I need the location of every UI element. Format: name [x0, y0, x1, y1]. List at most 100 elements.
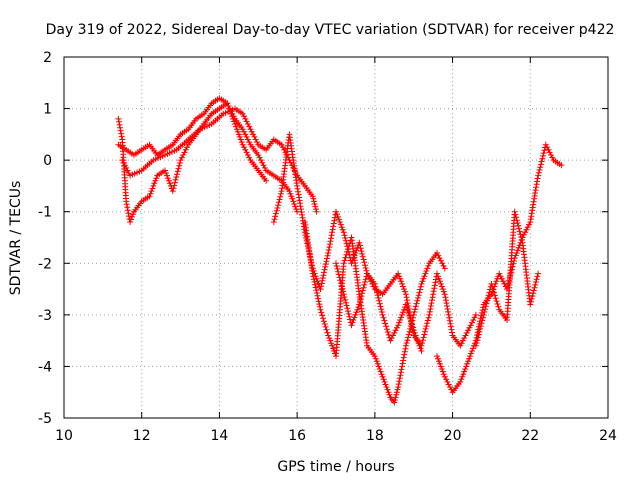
data-point	[479, 317, 486, 324]
data-point	[116, 121, 123, 128]
data-point	[357, 298, 363, 305]
data-point	[540, 150, 547, 157]
data-point	[336, 274, 343, 281]
data-point	[340, 291, 347, 298]
data-point	[531, 284, 538, 291]
data-point	[272, 210, 279, 217]
data-point	[321, 266, 328, 273]
data-point	[325, 250, 332, 256]
data-point	[322, 323, 329, 330]
data-point	[342, 235, 349, 241]
data-point	[241, 113, 247, 120]
data-point	[399, 360, 406, 367]
data-point	[242, 146, 249, 153]
data-point	[416, 289, 423, 296]
data-point	[125, 170, 132, 176]
data-point	[124, 207, 131, 214]
data-point	[348, 322, 355, 329]
data-point	[343, 302, 350, 309]
data-point	[463, 329, 470, 336]
data-point	[326, 244, 333, 251]
data-point	[378, 306, 385, 313]
data-point	[539, 155, 546, 162]
data-point	[123, 164, 130, 171]
data-point	[275, 202, 282, 209]
data-point	[337, 277, 344, 284]
data-point	[385, 389, 392, 396]
data-point	[384, 329, 391, 335]
data-point	[399, 280, 406, 287]
data-point	[446, 314, 453, 321]
data-point	[404, 337, 411, 344]
data-point	[457, 342, 464, 349]
data-point	[431, 282, 438, 289]
data-point	[289, 195, 296, 202]
data-point	[536, 167, 543, 173]
data-point	[434, 250, 440, 256]
data-point	[381, 378, 388, 385]
data-point	[324, 255, 330, 262]
data-point	[380, 376, 387, 383]
data-point	[345, 308, 351, 315]
data-point	[418, 342, 425, 349]
data-point	[423, 268, 430, 274]
data-point	[405, 334, 412, 341]
data-point	[397, 317, 404, 323]
data-point	[390, 332, 396, 339]
data-point	[482, 306, 489, 313]
data-point	[379, 373, 386, 380]
data-point	[430, 291, 437, 298]
data-point	[391, 329, 398, 336]
data-point	[350, 317, 357, 323]
data-point	[338, 282, 345, 289]
data-point	[527, 301, 534, 308]
data-point	[331, 217, 338, 224]
data-point	[309, 270, 316, 277]
data-point	[176, 160, 183, 166]
data-point	[422, 270, 429, 277]
data-point	[457, 378, 464, 385]
data-point	[505, 280, 512, 287]
y-tick-label: -4	[38, 359, 52, 375]
data-point	[382, 320, 389, 327]
data-point	[496, 270, 503, 277]
data-point	[153, 175, 160, 182]
data-point	[312, 284, 319, 291]
data-point	[334, 265, 341, 272]
data-point	[465, 358, 472, 365]
data-point	[356, 239, 363, 246]
data-point	[274, 205, 281, 211]
data-point	[412, 303, 419, 310]
data-point	[312, 206, 319, 213]
data-point	[537, 161, 544, 168]
data-point	[411, 309, 418, 315]
data-point	[492, 295, 499, 302]
data-point	[337, 280, 344, 286]
data-point	[233, 126, 240, 133]
data-point	[181, 149, 188, 156]
data-point	[529, 293, 536, 300]
data-point	[313, 287, 320, 294]
data-point	[385, 331, 392, 338]
data-point	[327, 337, 334, 344]
data-point	[356, 301, 363, 308]
data-point	[396, 273, 403, 280]
data-point	[376, 297, 383, 304]
data-point	[368, 278, 374, 285]
data-point	[484, 297, 491, 304]
data-point	[402, 342, 409, 349]
data-point	[130, 211, 136, 218]
data-point	[359, 287, 366, 294]
data-point	[382, 381, 389, 388]
data-point	[472, 311, 479, 318]
data-series	[115, 95, 565, 406]
data-point	[395, 381, 402, 388]
data-point	[172, 176, 179, 183]
data-point	[482, 303, 489, 310]
data-point	[333, 263, 340, 270]
data-point	[176, 162, 183, 169]
data-point	[424, 320, 431, 327]
data-point	[234, 128, 241, 135]
plot-frame	[63, 56, 609, 419]
data-point	[241, 128, 247, 135]
